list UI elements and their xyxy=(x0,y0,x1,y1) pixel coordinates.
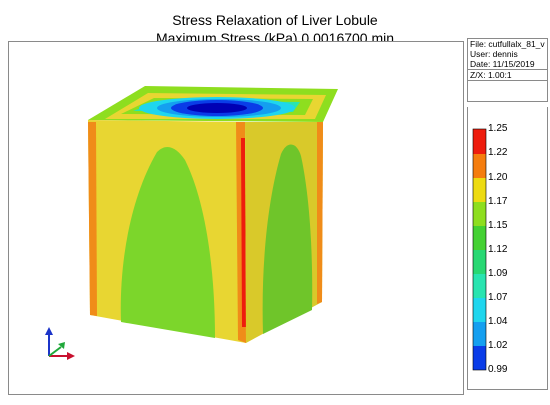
legend-label: 1.04 xyxy=(488,316,508,327)
model-viewport[interactable] xyxy=(8,41,464,395)
legend-label: 1.22 xyxy=(488,147,508,158)
file-name: File: cutfullalx_81_v xyxy=(470,39,545,49)
color-bar-band xyxy=(473,250,486,274)
legend-label: 1.09 xyxy=(488,268,508,279)
legend-label: 0.99 xyxy=(488,364,508,375)
user-name: User: dennis xyxy=(470,49,518,59)
z-axis-arrow xyxy=(45,327,53,335)
zx-ratio: Z/X: 1.00:1 xyxy=(468,69,547,80)
legend-label: 1.17 xyxy=(488,196,508,207)
color-bar-band xyxy=(473,298,486,322)
front-left-edge xyxy=(88,122,97,316)
liver-lobule-model[interactable] xyxy=(9,42,463,394)
color-bar-band xyxy=(473,226,486,250)
front-right-edge-red xyxy=(241,138,246,327)
color-bar-band xyxy=(473,322,486,346)
color-bar-band xyxy=(473,202,486,226)
legend-label: 1.02 xyxy=(488,340,508,351)
right-green-region xyxy=(262,144,313,334)
legend-label: 1.07 xyxy=(488,292,508,303)
color-bar-band xyxy=(473,129,486,154)
y-axis-line xyxy=(48,346,62,357)
color-bar-band xyxy=(473,346,486,370)
file-info-box: File: cutfullalx_81_v User: dennis Date:… xyxy=(467,38,548,102)
right-back-edge xyxy=(317,122,323,304)
legend-label: 1.20 xyxy=(488,172,508,183)
legend-label: 1.25 xyxy=(488,123,508,134)
front-green-region xyxy=(120,146,215,338)
legend-label: 1.15 xyxy=(488,220,508,231)
top-contour-navy xyxy=(187,103,247,113)
color-bar-band xyxy=(473,274,486,298)
color-bar xyxy=(472,128,487,371)
color-bar-frame xyxy=(472,128,487,371)
x-axis-arrow xyxy=(67,352,75,360)
date-stamp: Date: 11/15/2019 xyxy=(470,59,535,69)
legend-label: 1.12 xyxy=(488,244,508,255)
color-bar-band xyxy=(473,178,486,202)
legend-panel: 1.25 1.22 1.20 1.17 1.15 1.12 1.09 1.07 … xyxy=(467,107,548,390)
y-axis-arrow xyxy=(58,342,65,349)
color-bar-band xyxy=(473,154,486,178)
plot-title: Stress Relaxation of Liver Lobule xyxy=(172,12,378,28)
